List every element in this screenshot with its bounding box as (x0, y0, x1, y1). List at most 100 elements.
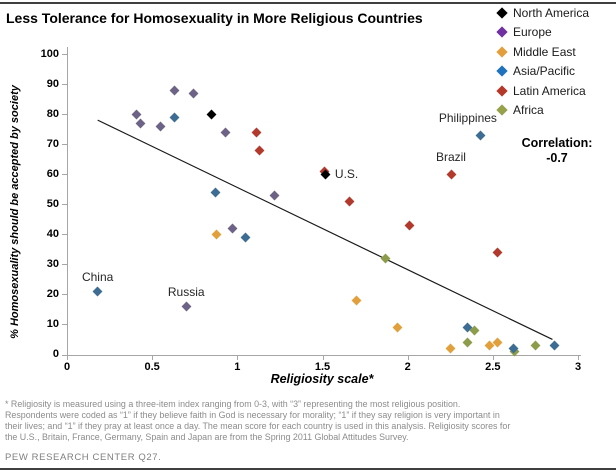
y-tick (62, 264, 67, 266)
y-tick (62, 54, 67, 55)
data-point-latin-america (254, 145, 265, 156)
y-tick (62, 114, 67, 116)
y-tick-label: 100 (40, 47, 59, 60)
data-point-africa (462, 337, 473, 348)
data-point-europe (155, 121, 166, 132)
data-point-middle-east (211, 229, 222, 240)
point-label: Brazil (435, 150, 466, 165)
legend: North America Europe Middle East Asia/Pacif… (496, 3, 589, 120)
data-point-asia-pacific (169, 112, 180, 123)
x-tick (407, 354, 409, 360)
y-tick (62, 294, 67, 296)
data-point-africa (530, 340, 541, 351)
footnote-line: their lives; and “1” if they pray at lea… (5, 421, 511, 431)
legend-label: Middle East (513, 44, 576, 59)
y-tick-label: 10 (46, 317, 59, 330)
point-label: Philippines (438, 111, 497, 126)
data-point-middle-east (492, 337, 503, 348)
point-label: U.S. (334, 167, 359, 182)
point-label: China (81, 270, 114, 285)
data-point-middle-east (392, 322, 403, 333)
y-tick (62, 204, 67, 206)
y-tick (62, 84, 67, 86)
legend-diamond-icon (496, 26, 508, 38)
y-tick (62, 234, 67, 236)
x-tick (492, 354, 494, 360)
legend-item: Middle East (496, 42, 589, 62)
legend-item: North America (496, 3, 589, 23)
y-tick-label: 90 (46, 77, 59, 90)
legend-item: Europe (496, 23, 589, 43)
x-tick (578, 354, 579, 360)
legend-diamond-icon (496, 65, 508, 77)
x-tick (152, 354, 154, 360)
x-axis (67, 354, 581, 356)
y-axis (67, 47, 68, 356)
x-tick (237, 354, 239, 360)
y-tick-label: 50 (46, 197, 59, 210)
y-tick-label: 60 (46, 167, 59, 180)
footnote-line: the U.S., Britain, France, Germany, Spai… (5, 432, 409, 442)
legend-label: North America (513, 5, 590, 20)
data-point-north-america (206, 109, 217, 120)
data-point-europe (220, 127, 231, 138)
legend-label: Africa (513, 103, 544, 118)
y-tick (62, 174, 67, 176)
y-tick (62, 324, 67, 326)
data-point-asia-pacific (240, 232, 251, 243)
legend-diamond-icon (496, 85, 508, 97)
data-point-asia-pacific (210, 187, 221, 198)
y-tick-label: 30 (46, 257, 59, 270)
correlation-annotation: Correlation: -0.7 (498, 136, 616, 166)
legend-diamond-icon (496, 46, 508, 58)
data-point-europe (188, 88, 198, 99)
legend-label: Latin America (513, 83, 586, 98)
footnote-line: * Religiosity is measured using a three-… (5, 399, 461, 409)
x-tick-label: 2 (404, 360, 411, 373)
data-point-middle-east (351, 295, 362, 306)
correlation-label: Correlation: (521, 136, 593, 150)
x-tick (67, 354, 68, 360)
x-tick-label: 3 (574, 360, 582, 373)
footnote-line: Respondents were coded as “1” if they be… (5, 410, 500, 420)
y-tick-label: 80 (46, 107, 59, 120)
bottom-divider (0, 468, 616, 470)
legend-item: Asia/Pacific (496, 62, 589, 82)
legend-label: Asia/Pacific (513, 64, 576, 79)
y-tick-label: 20 (46, 287, 59, 300)
data-point-europe (269, 190, 280, 201)
chart-title: Less Tolerance for Homosexuality in More… (6, 10, 423, 26)
data-point-europe (169, 85, 180, 95)
data-point-asia-pacific (549, 340, 560, 351)
legend-item: Africa (496, 101, 589, 121)
y-tick-label: 0 (52, 348, 59, 360)
data-point-africa (380, 253, 391, 264)
x-tick-label: 0 (63, 360, 71, 373)
x-tick (322, 354, 324, 360)
legend-diamond-icon (496, 104, 508, 116)
data-point-europe (181, 301, 192, 312)
legend-item: Latin America (496, 81, 589, 101)
data-point-latin-america (447, 169, 457, 180)
legend-label: Europe (513, 25, 552, 40)
data-point-asia-pacific (92, 286, 103, 297)
point-label: Russia (167, 285, 205, 300)
data-point-middle-east (445, 343, 456, 354)
y-tick (62, 354, 67, 356)
x-tick-label: 2.5 (485, 360, 501, 373)
y-tick (62, 144, 67, 146)
y-tick-label: 70 (46, 137, 59, 150)
source-attribution: PEW RESEARCH CENTER Q27. (5, 452, 162, 463)
data-point-latin-america (344, 196, 355, 207)
x-tick-label: 1.5 (314, 360, 331, 373)
footnote: * Religiosity is measured using a three-… (5, 399, 613, 443)
x-tick-label: 1 (234, 360, 241, 373)
y-tick-label: 40 (46, 227, 59, 240)
legend-diamond-icon (496, 7, 508, 19)
x-axis-title: Religiosity scale* (270, 372, 374, 386)
data-point-latin-america (492, 247, 503, 258)
data-point-europe (135, 118, 146, 129)
top-divider (0, 2, 616, 4)
data-point-europe (227, 223, 238, 234)
